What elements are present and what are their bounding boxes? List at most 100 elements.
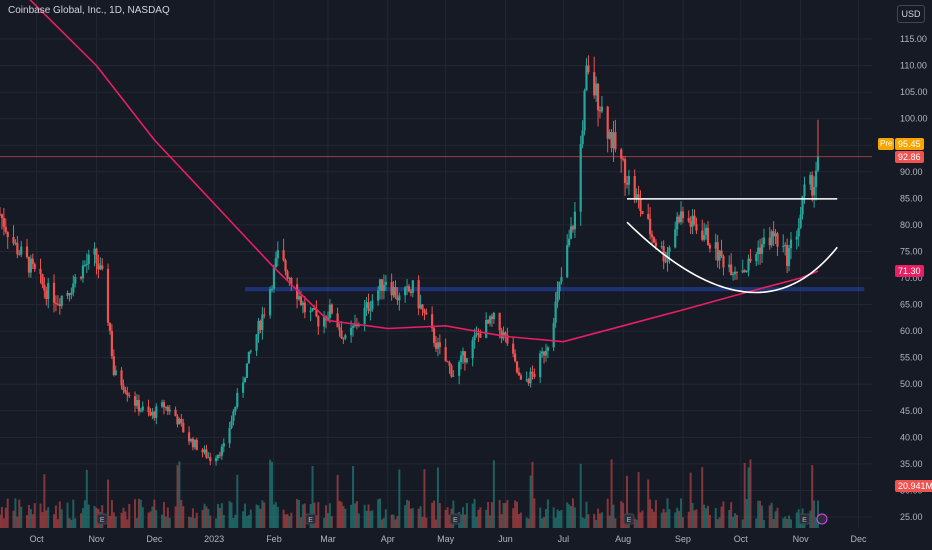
candle bbox=[232, 411, 235, 421]
candle bbox=[282, 250, 285, 261]
earnings-icon-glyph: E bbox=[802, 517, 807, 524]
candle bbox=[404, 287, 407, 296]
y-tick-label: 100.00 bbox=[900, 114, 928, 124]
volume-bar bbox=[423, 469, 426, 528]
candle bbox=[259, 320, 262, 330]
volume-bar bbox=[568, 504, 571, 528]
volume-bar bbox=[651, 508, 654, 528]
volume-bar bbox=[85, 469, 88, 528]
candle bbox=[448, 362, 451, 366]
volume-bar bbox=[259, 508, 262, 528]
candle bbox=[191, 438, 195, 448]
candle bbox=[153, 411, 156, 418]
volume-bar bbox=[579, 463, 582, 528]
volume-bar bbox=[244, 503, 247, 528]
candle bbox=[735, 271, 739, 273]
volume-bar bbox=[382, 517, 385, 528]
y-tick-label: 110.00 bbox=[900, 61, 927, 71]
candle bbox=[303, 302, 306, 313]
candle bbox=[679, 211, 683, 223]
candle bbox=[114, 370, 117, 376]
earnings-icon bbox=[305, 513, 317, 525]
volume-bar bbox=[379, 498, 382, 528]
volume-bar bbox=[438, 503, 441, 528]
candle bbox=[552, 322, 555, 348]
volume-bar bbox=[205, 506, 208, 528]
volume-bar bbox=[816, 500, 819, 528]
volume-bar bbox=[795, 512, 798, 528]
volume-bar bbox=[20, 506, 23, 528]
volume-bar bbox=[641, 510, 644, 528]
x-tick-label: Mar bbox=[320, 534, 336, 544]
volume-bar bbox=[107, 479, 110, 528]
candle bbox=[731, 274, 735, 276]
candle bbox=[288, 277, 291, 279]
candle bbox=[299, 296, 303, 306]
volume-bar bbox=[108, 515, 111, 528]
volume-bar bbox=[178, 461, 181, 528]
volume-bar bbox=[734, 513, 737, 528]
candle bbox=[529, 371, 532, 384]
candle bbox=[411, 280, 414, 293]
volume-bar bbox=[33, 503, 36, 528]
volume-bar bbox=[660, 512, 663, 528]
candle bbox=[336, 313, 339, 328]
candle bbox=[465, 358, 468, 363]
volume-bar bbox=[465, 503, 468, 528]
candle bbox=[243, 377, 247, 383]
x-tick-label: Nov bbox=[88, 534, 105, 544]
candle bbox=[695, 224, 698, 231]
y-tick-label: 60.00 bbox=[900, 326, 923, 336]
candle bbox=[677, 216, 681, 223]
candle bbox=[178, 418, 181, 425]
volume-bar bbox=[762, 519, 765, 528]
volume-tag: 20.941M bbox=[895, 480, 932, 492]
volume-bar bbox=[813, 500, 816, 528]
candle bbox=[787, 248, 791, 266]
candle bbox=[650, 234, 654, 238]
candle bbox=[83, 265, 86, 267]
candle bbox=[66, 292, 69, 296]
candle bbox=[417, 280, 420, 309]
volume-bar bbox=[757, 500, 760, 528]
candle bbox=[432, 328, 436, 343]
volume-bar bbox=[730, 502, 733, 528]
candle bbox=[367, 302, 370, 311]
volume-bar bbox=[774, 511, 777, 528]
volume-bar bbox=[45, 510, 48, 528]
volume-bar bbox=[407, 500, 410, 528]
volume-bar bbox=[230, 502, 233, 528]
candle bbox=[405, 286, 409, 288]
volume-bar bbox=[404, 505, 407, 528]
candle bbox=[241, 382, 245, 393]
x-tick-label: Aug bbox=[615, 534, 631, 544]
volume-bar bbox=[647, 479, 650, 528]
volume-bar bbox=[14, 498, 17, 528]
volume-bar bbox=[784, 516, 787, 528]
volume-bar bbox=[80, 513, 83, 528]
volume-bar bbox=[506, 500, 509, 528]
candle bbox=[409, 291, 413, 293]
candle bbox=[747, 258, 750, 271]
candle bbox=[789, 239, 793, 249]
currency-button[interactable]: USD bbox=[897, 5, 925, 23]
volume-bar bbox=[419, 506, 422, 528]
volume-bar bbox=[176, 465, 179, 528]
volume-bar bbox=[653, 511, 655, 528]
volume-bar bbox=[81, 508, 84, 528]
candle bbox=[340, 330, 343, 339]
volume-bar bbox=[365, 510, 368, 528]
volume-bar bbox=[701, 467, 704, 528]
volume-bar bbox=[353, 503, 356, 528]
y-tick-label: 105.00 bbox=[900, 87, 928, 97]
earnings-icon bbox=[623, 513, 635, 525]
candle bbox=[187, 432, 191, 442]
x-tick-label: Apr bbox=[381, 534, 395, 544]
candle bbox=[633, 176, 636, 200]
candle bbox=[6, 231, 9, 237]
volume-bar bbox=[112, 512, 115, 528]
volume-bar bbox=[788, 515, 791, 528]
candle bbox=[606, 106, 609, 139]
